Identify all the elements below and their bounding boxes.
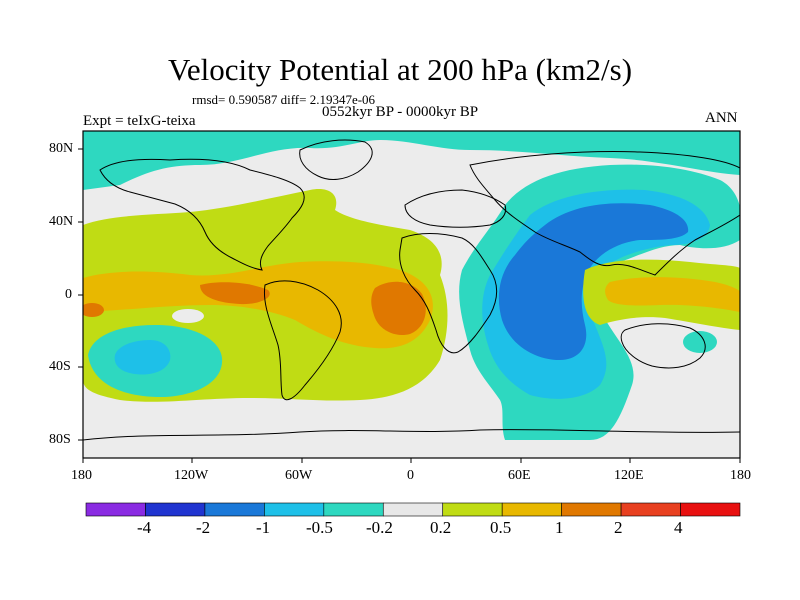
neg-contour-arctic [83, 131, 740, 190]
colorbar-box-1 [145, 502, 206, 517]
colorbar-box-8 [561, 502, 622, 517]
colorbar-box-10 [680, 502, 741, 517]
colorbar-label-neg2: -2 [196, 518, 211, 537]
lon-label-60w: 60W [285, 468, 313, 483]
coastline-africa [399, 233, 498, 354]
coastline-antarctica [83, 429, 740, 441]
colorbar-label-0-5: 0.5 [490, 518, 512, 537]
lon-ticks [82, 458, 741, 463]
colorbar-box-7 [501, 502, 562, 517]
colorbar-box-4 [323, 502, 384, 517]
neg-contour-australia [683, 331, 717, 353]
coastline-asia [469, 151, 740, 276]
lat-label-80s: 80S [49, 432, 71, 447]
coastline-south-america [263, 280, 342, 401]
colorbar-label-1: 1 [555, 518, 564, 537]
colorbar-box-5 [382, 502, 444, 517]
pos-contour-maritime-core [605, 277, 740, 312]
coastline-australia [620, 323, 706, 369]
pos-contour-tropical-band [83, 261, 433, 349]
lat-label-40n: 40N [49, 214, 74, 229]
coastline-north-america [99, 158, 305, 271]
colorbar-label-4: 4 [674, 518, 683, 537]
neutral-patch-pacific [172, 309, 204, 323]
colorbar-box-6 [442, 502, 503, 517]
lon-label-60e: 60E [508, 468, 531, 483]
lon-label-0: 0 [407, 468, 414, 483]
pos-contour-americas-hole-core [114, 340, 171, 375]
lon-label-120e: 120E [614, 468, 644, 483]
pos-contour-tropical-pacific-core [200, 282, 270, 305]
colorbar-label-neg0-2: -0.2 [366, 518, 393, 537]
coastline-greenland [299, 139, 373, 180]
neg-contour-indian-ocean-core [498, 203, 689, 360]
colorbar-label-0-2: 0.2 [430, 518, 452, 537]
lat-label-80n: 80N [49, 141, 74, 156]
period-subtitle: 0552kyr BP - 0000kyr BP [321, 104, 479, 120]
colorbar-box-0 [85, 502, 146, 517]
coastline-europe [404, 189, 507, 228]
pos-contour-tropical-atlantic-core [371, 281, 426, 336]
lat-label-40s: 40S [49, 359, 71, 374]
colorbar-label-neg1: -1 [256, 518, 271, 537]
lon-label-180e: 180 [730, 468, 751, 483]
colorbar-box-3 [264, 502, 325, 517]
map-title: Velocity Potential at 200 hPa (km2/s) [167, 52, 633, 87]
lon-label-120w: 120W [174, 468, 209, 483]
experiment-label: Expt = teIxG-teixa [83, 113, 196, 129]
lat-ticks [78, 148, 83, 441]
colorbar-box-2 [204, 502, 265, 517]
lon-label-180w: 180 [71, 468, 92, 483]
colorbar [85, 502, 741, 517]
colorbar-label-neg0-5: -0.5 [306, 518, 333, 537]
pos-contour-date-line-core [83, 303, 104, 317]
velocity-potential-field [83, 131, 740, 458]
colorbar-box-9 [620, 502, 681, 517]
coastlines [83, 139, 740, 441]
rmsd-diff-stats: rmsd= 0.590587 diff= 2.19347e-06 [192, 92, 376, 107]
colorbar-label-2: 2 [614, 518, 623, 537]
lat-label-equator: 0 [65, 287, 72, 302]
colorbar-label-neg4: -4 [137, 518, 152, 537]
season-label: ANN [705, 110, 738, 126]
